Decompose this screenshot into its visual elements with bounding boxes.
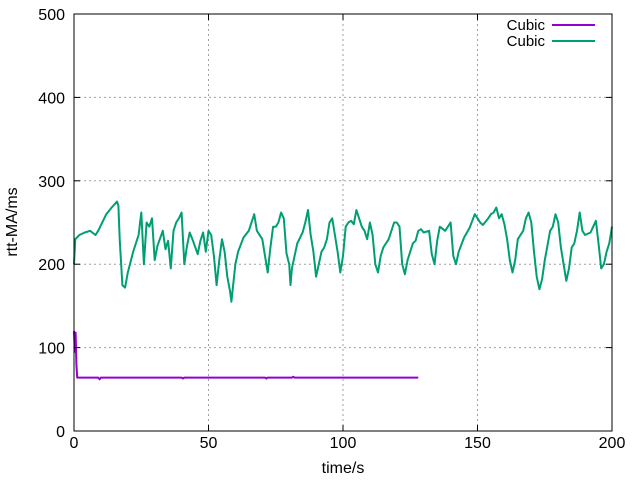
x-axis-title: time/s [322,460,365,477]
tick-labels: 0 50 100 150 200 0 100 200 300 400 500 [38,7,625,452]
y-tick-label: 300 [38,174,65,191]
series-line-1 [73,330,419,381]
legend-label-2: Cubic [507,33,546,50]
y-tick-label: 100 [38,341,65,358]
ticks [73,13,613,432]
y-axis-title: rtt-MA/ms [4,187,21,256]
series-layer [73,200,613,381]
x-tick-label: 150 [464,435,491,452]
y-tick-label: 500 [38,7,65,24]
x-tick-label: 0 [70,435,79,452]
y-tick-label: 0 [56,424,65,441]
y-tick-label: 400 [38,90,65,107]
y-tick-label: 200 [38,257,65,274]
x-tick-label: 50 [200,435,218,452]
series-line-2 [73,200,613,303]
x-tick-label: 100 [330,435,357,452]
legend-label-1: Cubic [507,17,546,34]
x-tick-label: 200 [599,435,626,452]
